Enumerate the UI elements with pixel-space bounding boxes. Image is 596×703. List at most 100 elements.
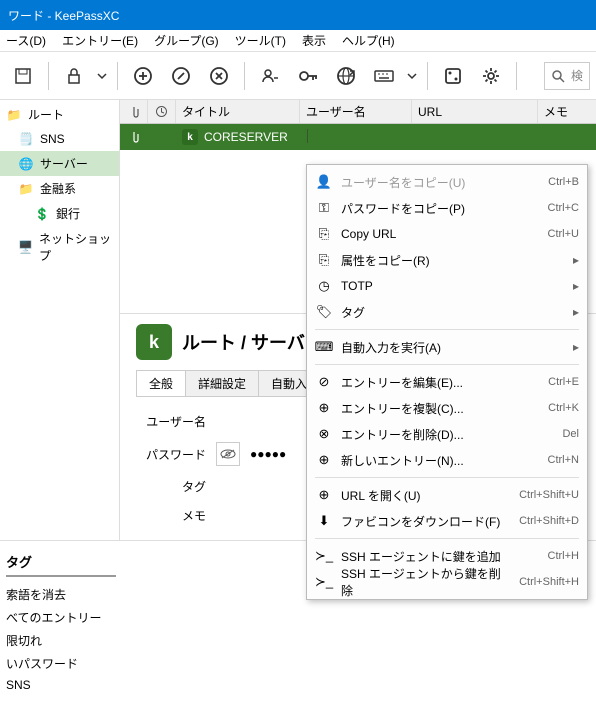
context-menu: 👤ユーザー名をコピー(U)Ctrl+B ⚿パスワードをコピー(P)Ctrl+C … xyxy=(306,164,588,600)
chevron-right-icon: ▸ xyxy=(573,253,579,267)
sidebar-item-root[interactable]: 📁ルート xyxy=(0,102,119,127)
menu-group[interactable]: グループ(G) xyxy=(148,30,225,51)
col-time[interactable] xyxy=(148,100,176,123)
add-entry-button[interactable] xyxy=(126,59,160,93)
tab-general[interactable]: 全般 xyxy=(137,371,186,396)
keyboard-icon: ⌨ xyxy=(315,339,333,355)
ctx-favicon[interactable]: ⬇ファビコンをダウンロード(F)Ctrl+Shift+D xyxy=(307,508,587,534)
sidebar-label: ネットショップ xyxy=(39,230,113,264)
clock-icon: ◷ xyxy=(315,278,333,294)
copy-password-button[interactable] xyxy=(291,59,325,93)
menu-database[interactable]: ース(D) xyxy=(0,30,52,51)
tab-advanced[interactable]: 詳細設定 xyxy=(186,371,259,396)
save-button[interactable] xyxy=(6,59,40,93)
menu-help[interactable]: ヘルプ(H) xyxy=(336,30,401,51)
detail-tabs: 全般 詳細設定 自動入 xyxy=(136,370,320,397)
settings-button[interactable] xyxy=(474,59,508,93)
separator xyxy=(315,477,579,478)
chevron-right-icon: ▸ xyxy=(573,340,579,354)
note-icon: 🗒️ xyxy=(18,131,34,147)
tag-heading: タグ xyxy=(6,549,116,577)
autotype-dropdown[interactable] xyxy=(405,59,419,93)
entry-row[interactable]: k CORESERVER xyxy=(120,124,596,150)
col-title[interactable]: タイトル xyxy=(176,100,300,123)
copy-user-button[interactable] xyxy=(253,59,287,93)
copy-icon: ⎘ xyxy=(315,226,333,242)
separator xyxy=(427,62,428,90)
ctx-totp[interactable]: ◷TOTP▸ xyxy=(307,273,587,299)
sidebar-item-money[interactable]: 📁金融系 xyxy=(0,176,119,201)
download-icon: ⬇ xyxy=(315,513,333,529)
clock-icon xyxy=(155,105,168,118)
tag-all[interactable]: べてのエントリー xyxy=(6,606,590,629)
sidebar-item-shop[interactable]: 🖥️ ネットショップ xyxy=(0,226,119,268)
password-generator-button[interactable] xyxy=(436,59,470,93)
entry-icon: k xyxy=(182,129,198,145)
copy-icon: ⎘ xyxy=(315,252,333,268)
tag-icon: 🏷 xyxy=(315,304,333,320)
ctx-edit[interactable]: ⊘エントリーを編集(E)...Ctrl+E xyxy=(307,369,587,395)
reveal-password-button[interactable] xyxy=(216,442,240,466)
clone-icon: ⊕ xyxy=(315,400,333,416)
tag-sns[interactable]: SNS xyxy=(6,675,590,695)
field-label: パスワード xyxy=(136,446,206,463)
autotype-button[interactable] xyxy=(367,59,401,93)
sidebar-item-sns[interactable]: 🗒️SNS xyxy=(0,127,119,151)
col-user[interactable]: ユーザー名 xyxy=(300,100,412,123)
ctx-open-url[interactable]: ⊕URL を開く(U)Ctrl+Shift+U xyxy=(307,482,587,508)
delete-entry-button[interactable] xyxy=(202,59,236,93)
password-masked: ●●●●● xyxy=(250,447,286,461)
ctx-tag[interactable]: 🏷タグ▸ xyxy=(307,299,587,325)
add-icon: ⊕ xyxy=(315,452,333,468)
sidebar-label: サーバー xyxy=(40,155,88,172)
ctx-autotype[interactable]: ⌨自動入力を実行(A)▸ xyxy=(307,334,587,360)
col-memo[interactable]: メモ xyxy=(538,100,596,123)
menu-entry[interactable]: エントリー(E) xyxy=(56,30,144,51)
globe-icon: 🌐 xyxy=(18,156,34,172)
terminal-icon: ≻_ xyxy=(315,548,333,564)
paperclip-icon xyxy=(128,105,140,119)
ctx-copy-url[interactable]: ⎘Copy URLCtrl+U xyxy=(307,221,587,247)
chevron-right-icon: ▸ xyxy=(573,305,579,319)
menu-tool[interactable]: ツール(T) xyxy=(229,30,292,51)
lock-button[interactable] xyxy=(57,59,91,93)
ctx-delete[interactable]: ⊗エントリーを削除(D)...Del xyxy=(307,421,587,447)
sidebar-item-server[interactable]: 🌐 サーバー xyxy=(0,151,119,176)
separator xyxy=(315,538,579,539)
col-attach[interactable] xyxy=(120,100,148,123)
ctx-new[interactable]: ⊕新しいエントリー(N)...Ctrl+N xyxy=(307,447,587,473)
tag-expired[interactable]: 限切れ xyxy=(6,629,590,652)
col-url[interactable]: URL xyxy=(412,100,538,123)
field-label: タグ xyxy=(136,478,206,495)
separator xyxy=(516,62,517,90)
ctx-ssh-del[interactable]: ≻_SSH エージェントから鍵を削除Ctrl+Shift+H xyxy=(307,569,587,595)
menu-view[interactable]: 表示 xyxy=(296,30,332,51)
money-icon: 💲 xyxy=(34,206,50,222)
lock-dropdown[interactable] xyxy=(95,59,109,93)
monitor-icon: 🖥️ xyxy=(18,239,33,255)
paperclip-icon xyxy=(128,130,140,144)
ctx-copy-user[interactable]: 👤ユーザー名をコピー(U)Ctrl+B xyxy=(307,169,587,195)
edit-entry-button[interactable] xyxy=(164,59,198,93)
sidebar-item-bank[interactable]: 💲銀行 xyxy=(0,201,119,226)
delete-icon: ⊗ xyxy=(315,426,333,442)
open-url-button[interactable] xyxy=(329,59,363,93)
window-title: ワード - KeePassXC xyxy=(8,7,119,24)
toolbar: 検 xyxy=(0,52,596,100)
ctx-copy-attr[interactable]: ⎘属性をコピー(R)▸ xyxy=(307,247,587,273)
search-icon xyxy=(551,69,565,83)
menubar: ース(D) エントリー(E) グループ(G) ツール(T) 表示 ヘルプ(H) xyxy=(0,30,596,52)
ctx-clone[interactable]: ⊕エントリーを複製(C)...Ctrl+K xyxy=(307,395,587,421)
sidebar-label: 金融系 xyxy=(40,180,76,197)
key-icon: ⚿ xyxy=(315,200,333,216)
sidebar-label: ルート xyxy=(28,106,64,123)
separator xyxy=(48,62,49,90)
search-placeholder: 検 xyxy=(571,67,583,84)
chevron-right-icon: ▸ xyxy=(573,279,579,293)
sidebar: 📁ルート 🗒️SNS 🌐 サーバー 📁金融系 💲銀行 🖥️ ネットショップ xyxy=(0,100,120,540)
field-label: ユーザー名 xyxy=(136,413,206,430)
search-input[interactable]: 検 xyxy=(544,62,590,90)
ctx-copy-pass[interactable]: ⚿パスワードをコピー(P)Ctrl+C xyxy=(307,195,587,221)
titlebar: ワード - KeePassXC xyxy=(0,0,596,30)
tag-weak[interactable]: いパスワード xyxy=(6,652,590,675)
